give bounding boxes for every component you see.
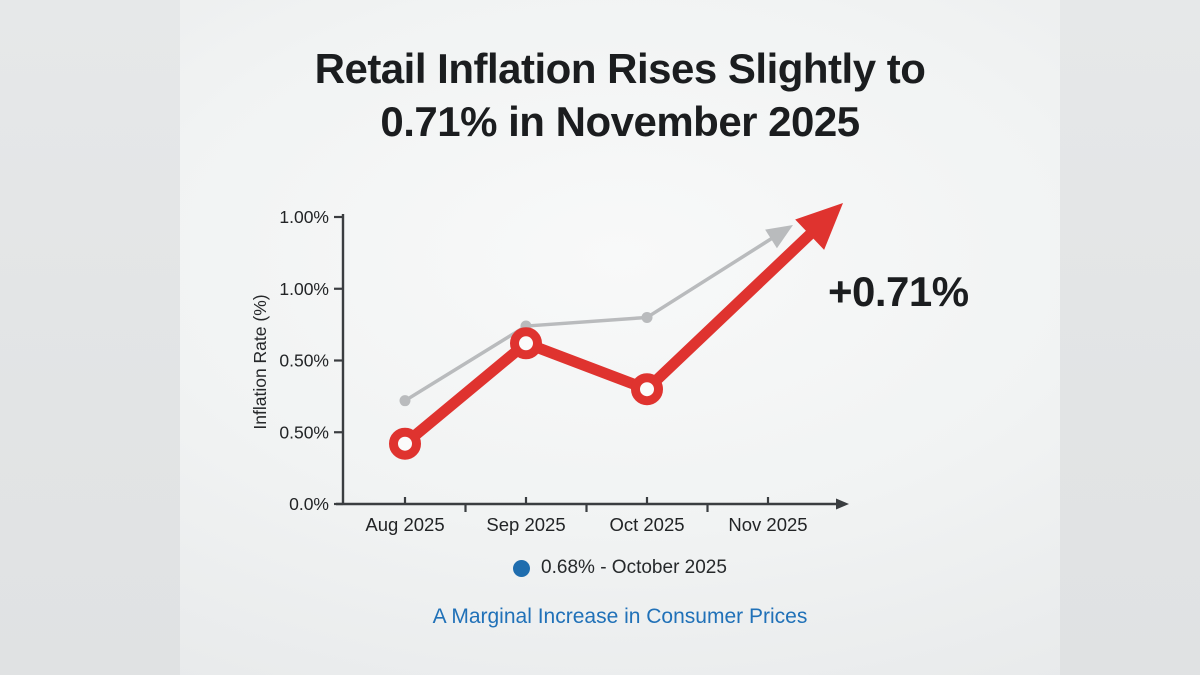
- y-tick-label: 0.0%: [289, 494, 329, 514]
- prior-trend-marker: [641, 311, 653, 323]
- x-tick-label: Sep 2025: [486, 514, 565, 535]
- x-tick-label: Oct 2025: [609, 514, 684, 535]
- prior-trend-marker: [399, 395, 411, 407]
- x-axis-arrowhead: [836, 498, 849, 510]
- retail-inflation-line: [399, 229, 816, 450]
- prior-trend-line: [403, 237, 773, 403]
- y-tick-label: 1.00%: [279, 279, 329, 299]
- legend-label: 0.68% - October 2025: [541, 557, 727, 578]
- x-tick-label: Nov 2025: [728, 514, 807, 535]
- legend-dot-icon: [513, 559, 531, 577]
- page-title: Retail Inflation Rises Slightly to 0.71%…: [180, 42, 1060, 148]
- title-line-1: Retail Inflation Rises Slightly to: [314, 45, 926, 92]
- legend: 0.68% - October 2025: [180, 557, 1060, 579]
- retail-inflation-marker: [631, 373, 663, 406]
- chart-card: Retail Inflation Rises Slightly to 0.71%…: [180, 0, 1060, 675]
- y-tick-label: 0.50%: [279, 422, 329, 442]
- subtitle: A Marginal Increase in Consumer Prices: [432, 605, 808, 628]
- title-line-2: 0.71% in November 2025: [380, 98, 860, 145]
- y-tick-label: 0.50%: [279, 351, 329, 371]
- y-axis-title: Inflation Rate (%): [250, 294, 270, 429]
- trend-arrowhead-prior-trend: [765, 225, 793, 249]
- x-tick-label: Aug 2025: [365, 514, 444, 535]
- trend-arrowhead-retail-inflation: [795, 203, 843, 250]
- retail-inflation-marker: [389, 427, 421, 460]
- retail-inflation-marker: [510, 327, 542, 360]
- y-tick-label: 1.00%: [279, 207, 329, 227]
- change-callout: +0.71%: [828, 268, 969, 315]
